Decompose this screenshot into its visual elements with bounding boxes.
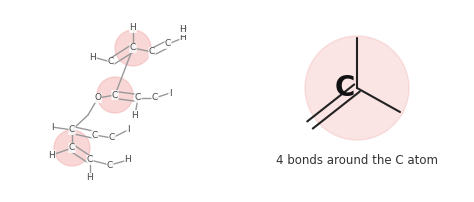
- Text: H: H: [125, 156, 131, 164]
- Text: C: C: [109, 134, 115, 142]
- Text: C: C: [92, 130, 98, 140]
- Text: I: I: [127, 125, 129, 135]
- Text: C: C: [135, 94, 141, 102]
- Text: C: C: [165, 40, 171, 48]
- Text: 4 bonds around the C atom: 4 bonds around the C atom: [276, 154, 438, 166]
- Text: H: H: [87, 174, 93, 182]
- Text: C: C: [149, 47, 155, 57]
- Text: O: O: [94, 94, 101, 102]
- Text: C: C: [130, 43, 136, 53]
- Circle shape: [97, 77, 133, 113]
- Text: C: C: [112, 90, 118, 100]
- Text: C: C: [335, 74, 355, 102]
- Text: C: C: [107, 161, 113, 169]
- Text: H: H: [90, 53, 96, 61]
- Text: H: H: [49, 150, 55, 160]
- Text: C: C: [152, 94, 158, 102]
- Text: C: C: [108, 58, 114, 66]
- Text: H: H: [129, 23, 137, 33]
- Text: H: H: [132, 110, 138, 120]
- Text: C: C: [87, 156, 93, 164]
- Text: I: I: [51, 122, 53, 132]
- Circle shape: [54, 130, 90, 166]
- Circle shape: [305, 36, 409, 140]
- Text: C: C: [69, 125, 75, 135]
- Text: O: O: [180, 25, 186, 35]
- Text: I: I: [169, 88, 171, 98]
- Text: C: C: [69, 143, 75, 153]
- Circle shape: [115, 30, 151, 66]
- Text: H: H: [180, 25, 186, 35]
- Text: H: H: [180, 34, 186, 42]
